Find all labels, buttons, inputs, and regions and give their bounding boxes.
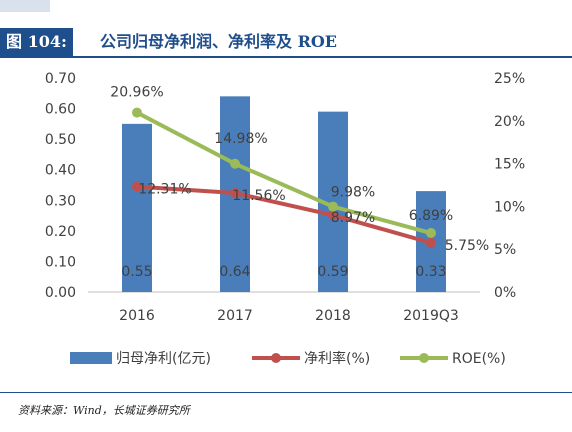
- right-axis-tick-label: 20%: [494, 114, 525, 130]
- right-axis-tick-label: 0%: [494, 285, 516, 301]
- bar-data-label: 0.33: [415, 264, 446, 280]
- x-axis-tick-label: 2017: [217, 308, 253, 324]
- roe-data-label: 9.98%: [331, 185, 375, 201]
- roe-point: [132, 107, 142, 118]
- roe-point: [230, 158, 240, 169]
- left-axis-tick-label: 0.70: [45, 71, 76, 87]
- legend-net-margin-marker: [271, 353, 281, 363]
- legend-bar-label: 归母净利(亿元): [116, 350, 211, 367]
- legend-roe-label: ROE(%): [452, 351, 506, 367]
- figure-title: 公司归母净利润、净利率及 ROE: [100, 32, 338, 51]
- legend-bar-swatch: [70, 352, 112, 364]
- bar-net-profit: [122, 123, 152, 292]
- left-axis-tick-label: 0.30: [45, 193, 76, 209]
- bar-data-label: 0.64: [219, 264, 250, 280]
- left-axis-tick-label: 0.50: [45, 132, 76, 148]
- right-axis-tick-label: 10%: [494, 199, 525, 215]
- net-margin-point: [328, 210, 338, 221]
- net-margin-line: [136, 184, 432, 245]
- right-axis-tick-label: 5%: [494, 242, 516, 258]
- roe-data-label: 6.89%: [409, 208, 453, 224]
- roe-line: [136, 110, 432, 235]
- figure-label: 图 104:: [0, 28, 73, 56]
- net-margin-data-label: 5.75%: [445, 238, 489, 254]
- legend-roe-marker: [419, 353, 429, 363]
- roe-point: [426, 228, 436, 239]
- left-axis-tick-label: 0.60: [45, 102, 76, 118]
- x-axis-tick-label: 2016: [119, 308, 155, 324]
- roe-data-label: 14.98%: [214, 131, 267, 147]
- source-note: 资料来源：Wind，长城证券研究所: [18, 404, 190, 417]
- bar-data-label: 0.59: [317, 264, 348, 280]
- left-axis-tick-label: 0.00: [45, 285, 76, 301]
- figure-title-bar: 图 104: 公司归母净利润、净利率及 ROE: [0, 28, 572, 58]
- left-axis-tick-label: 0.20: [45, 224, 76, 240]
- right-axis-tick-label: 25%: [494, 71, 525, 87]
- net-margin-data-label: 11.56%: [232, 188, 285, 204]
- x-axis-tick-label: 2018: [315, 308, 351, 324]
- net-margin-data-label: 8.97%: [331, 210, 375, 226]
- x-axis-tick-label: 2019Q3: [403, 308, 459, 324]
- net-margin-data-label: 12.31%: [138, 182, 191, 198]
- right-axis-tick-label: 15%: [494, 157, 525, 173]
- roe-point: [328, 201, 338, 212]
- header-accent-bar: [0, 0, 50, 12]
- net-margin-point: [132, 181, 142, 192]
- legend-net-margin-label: 净利率(%): [304, 350, 370, 367]
- combo-chart: 0.00 0.10 0.20 0.30 0.40 0.50 0.60 0.70 0% 5% 10% 1…: [45, 71, 525, 367]
- left-axis-tick-label: 0.40: [45, 163, 76, 179]
- net-margin-point: [230, 188, 240, 199]
- roe-data-label: 20.96%: [110, 85, 163, 101]
- bar-data-label: 0.55: [121, 264, 152, 280]
- source-divider: [0, 392, 572, 393]
- left-axis-tick-label: 0.10: [45, 254, 76, 270]
- net-margin-point: [426, 237, 436, 248]
